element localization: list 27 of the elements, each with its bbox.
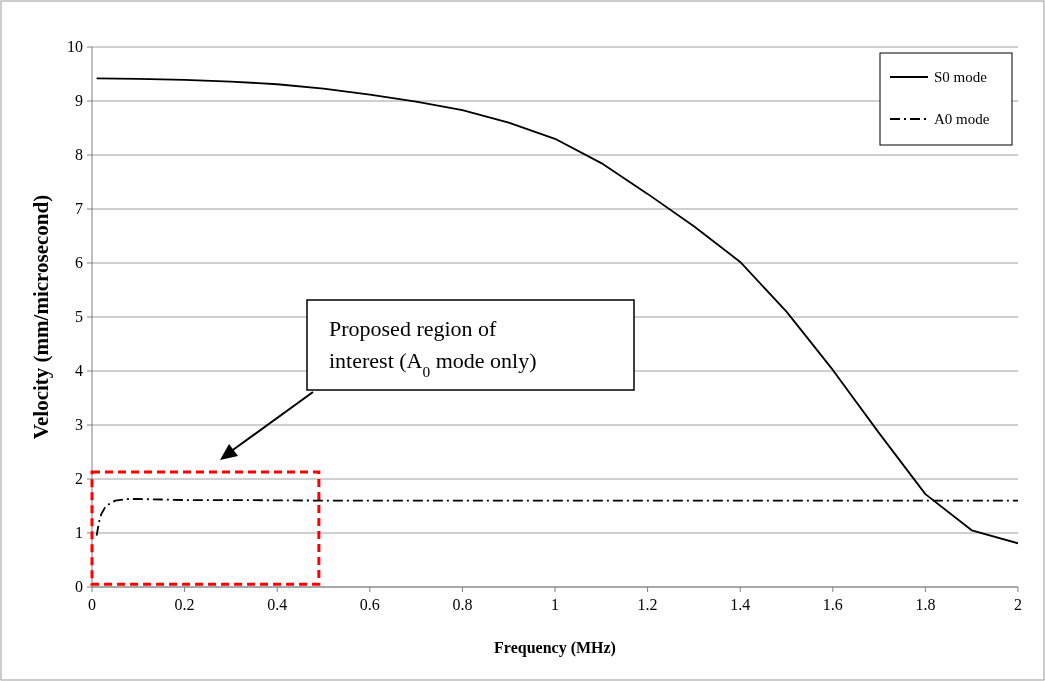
x-tick-label: 0 xyxy=(88,596,96,613)
annotation: Proposed region of interest (A$_{0}$ mode only) xyxy=(329,316,537,380)
y-tick-label: 3 xyxy=(75,416,83,433)
y-tick-label: 8 xyxy=(75,146,83,163)
y-tick-label: 7 xyxy=(75,200,83,217)
x-tick-label: 0.6 xyxy=(359,596,380,613)
x-tick-label: 0.4 xyxy=(267,596,288,613)
x-tick-label: 2 xyxy=(1014,596,1022,613)
y-tick-label: 1 xyxy=(75,524,83,541)
y-axis-title: Velocity (mm/microsecond) xyxy=(29,194,53,440)
y-tick-label: 5 xyxy=(75,308,83,325)
y-tick-label: 6 xyxy=(75,254,83,271)
x-tick-label: 0.2 xyxy=(174,596,195,613)
x-tick-label: 1.4 xyxy=(730,596,751,613)
legend-label: S0 mode xyxy=(934,69,988,85)
legend-label: A0 mode xyxy=(934,111,990,127)
x-tick-label: 1.6 xyxy=(822,596,843,613)
y-tick-label: 9 xyxy=(75,92,83,109)
x-tick-label: 1.8 xyxy=(915,596,936,613)
y-tick-label: 4 xyxy=(75,362,83,379)
y-tick-label: 0 xyxy=(75,578,83,595)
y-tick-label: 2 xyxy=(75,470,83,487)
x-axis-title: Frequency (MHz) xyxy=(494,639,616,657)
y-tick-label: 10 xyxy=(67,38,83,55)
x-tick-label: 1.2 xyxy=(637,596,658,613)
x-tick-label: 1 xyxy=(551,596,559,613)
x-tick-label: 0.8 xyxy=(452,596,473,613)
